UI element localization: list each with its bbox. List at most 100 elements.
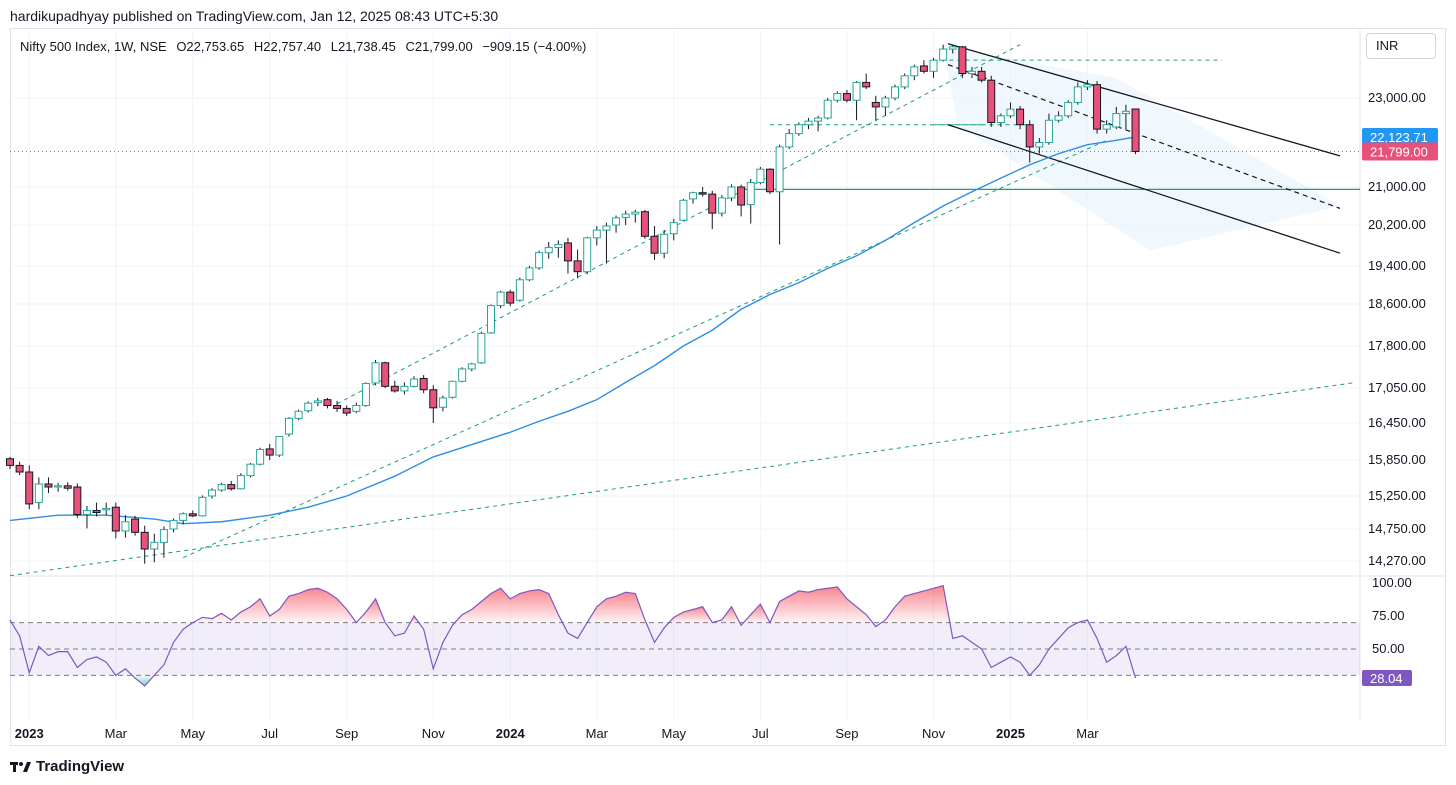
- candle: [1073, 82, 1082, 105]
- candle: [121, 515, 130, 538]
- candle: [919, 60, 928, 74]
- candle-body: [765, 168, 774, 193]
- candle: [429, 385, 438, 423]
- price-tick-label: 18,600.00: [1368, 296, 1426, 311]
- badge-text: 22,123.71: [1370, 130, 1428, 145]
- channel-upper-line: [947, 43, 1341, 157]
- last-price-badge: 21,799.00: [1362, 142, 1438, 161]
- candle: [756, 166, 765, 185]
- candle-body: [188, 513, 197, 517]
- candle: [842, 89, 851, 103]
- candle-body: [73, 486, 82, 515]
- candle: [804, 118, 813, 130]
- price-tick-label: 16,450.00: [1368, 415, 1426, 430]
- long-term-trendline: [9, 381, 1357, 577]
- channel-fill: [943, 46, 1340, 251]
- candle: [419, 375, 428, 394]
- candle-body: [852, 81, 861, 101]
- candle: [34, 477, 43, 510]
- publisher-caption: hardikupadhyay published on TradingView.…: [10, 8, 499, 24]
- candle: [381, 361, 390, 388]
- candle: [737, 184, 746, 217]
- candle: [996, 113, 1005, 127]
- time-tick-label: 2024: [496, 726, 526, 741]
- candle: [1044, 113, 1053, 145]
- candle-body: [891, 86, 900, 99]
- candle: [1102, 120, 1111, 134]
- candle: [448, 380, 457, 399]
- candle-body: [1064, 101, 1073, 117]
- candle: [1035, 138, 1044, 154]
- tradingview-logo-icon: [10, 761, 31, 772]
- candle: [438, 395, 447, 412]
- time-tick-label: Mar: [1076, 726, 1099, 741]
- candle: [698, 187, 707, 197]
- candle: [910, 64, 919, 81]
- candle-body: [82, 510, 91, 515]
- time-axis: 2023 Mar May Jul Sep Nov 2024 Mar May Jul Sep Nov 20…: [15, 726, 1100, 741]
- candle-body: [958, 46, 967, 75]
- candle-body: [660, 233, 669, 254]
- candle-body: [554, 243, 563, 249]
- legend-symbol: Nifty 500 Index, 1W, NSE: [20, 39, 167, 54]
- candle-body: [410, 378, 419, 387]
- candle: [708, 190, 717, 230]
- candle-body: [669, 222, 678, 235]
- currency-selector[interactable]: INR: [1366, 33, 1436, 59]
- time-tick-label: Mar: [105, 726, 128, 741]
- candle-body: [1121, 110, 1130, 115]
- candle-body: [881, 97, 890, 108]
- legend-close: C21,799.00: [405, 39, 473, 54]
- price-tick-label: 14,750.00: [1368, 521, 1426, 536]
- candle: [400, 382, 409, 395]
- candle-body: [1093, 84, 1102, 130]
- candle-body: [477, 332, 486, 364]
- candle-body: [737, 186, 746, 206]
- candle-body: [689, 192, 698, 200]
- tradingview-logo[interactable]: TradingView: [10, 758, 124, 775]
- candle: [814, 115, 823, 132]
- candle-body: [727, 186, 736, 199]
- legend-change: −909.15 (−4.00%): [482, 39, 587, 54]
- candle-body: [131, 518, 140, 533]
- candle-body: [862, 81, 871, 88]
- candle-body: [448, 380, 457, 398]
- rsi-overbought-fill: [743, 604, 770, 623]
- candle: [390, 380, 399, 393]
- candle: [227, 481, 236, 491]
- channel-lower-line: [947, 124, 1341, 254]
- candle-body: [1006, 108, 1015, 117]
- price-tick-label: 20,200.00: [1368, 217, 1426, 232]
- candle-body: [390, 385, 399, 392]
- candle: [1131, 108, 1140, 155]
- time-tick-label: Nov: [922, 726, 946, 741]
- candle: [140, 525, 149, 564]
- candle-body: [208, 489, 217, 497]
- rsi-overbought-fill: [454, 588, 563, 623]
- channel-mid-line: [947, 64, 1341, 209]
- candle: [188, 510, 197, 518]
- candle: [342, 405, 351, 416]
- candle-body: [823, 99, 832, 119]
- candle: [833, 91, 842, 103]
- candle: [236, 473, 245, 490]
- candle-body: [919, 65, 928, 72]
- candle-body: [169, 519, 178, 530]
- candle: [352, 402, 361, 414]
- candle: [208, 488, 217, 499]
- candle-body: [592, 229, 601, 239]
- rsi-tick-label: 50.00: [1372, 641, 1405, 656]
- candle: [891, 84, 900, 101]
- candle: [410, 376, 419, 388]
- candle-body: [1073, 86, 1082, 103]
- candle: [554, 240, 563, 258]
- candle: [6, 456, 14, 469]
- time-tick-label: May: [661, 726, 686, 741]
- candle-body: [996, 115, 1005, 123]
- time-tick-label: Sep: [335, 726, 358, 741]
- rsi-overbought-fill: [668, 606, 713, 623]
- candle-body: [535, 252, 544, 269]
- candle-body: [34, 483, 43, 504]
- candle-body: [265, 448, 274, 456]
